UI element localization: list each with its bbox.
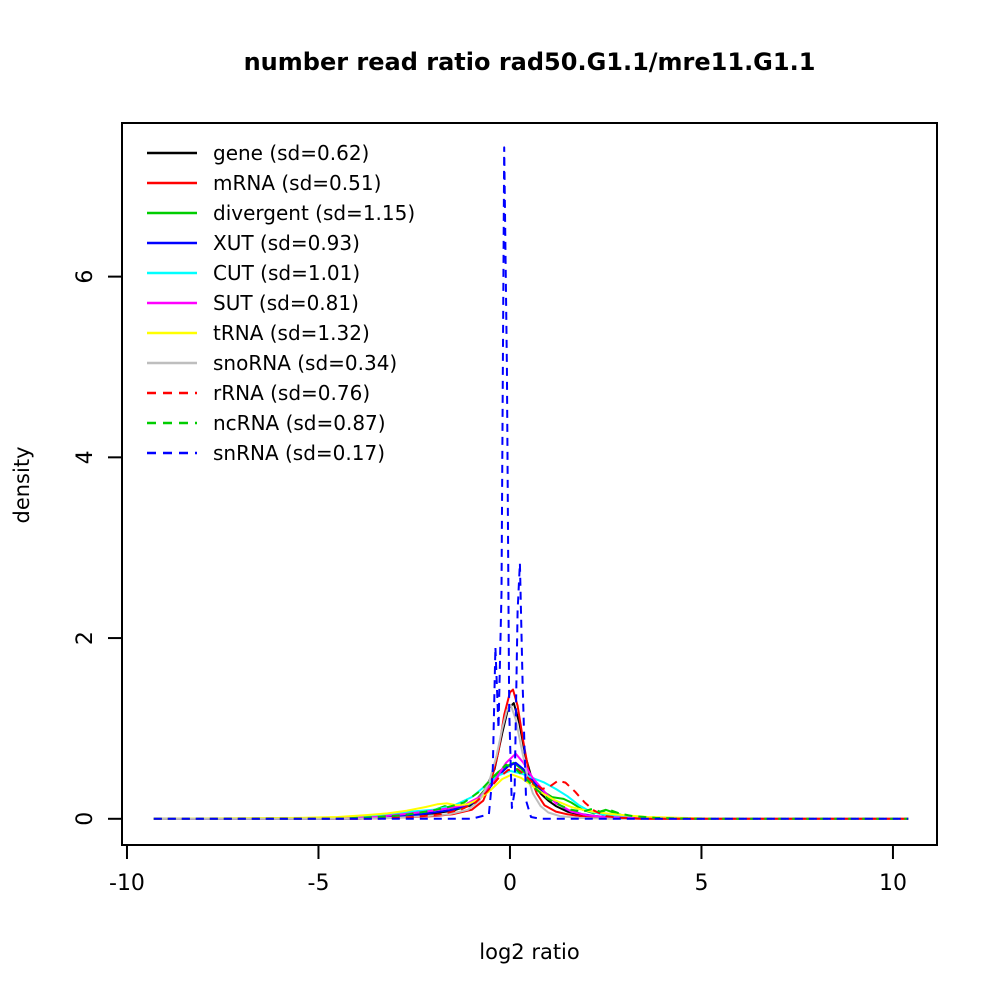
legend-label-divergent: divergent (sd=1.15): [213, 201, 416, 225]
legend-line-swatch-snRNA: [147, 451, 197, 455]
legend-line-swatch-gene: [147, 151, 197, 155]
legend-line-swatch-ncRNA: [147, 421, 197, 425]
x-tick-label: 10: [879, 871, 907, 896]
legend-label-snoRNA: snoRNA (sd=0.34): [213, 351, 398, 375]
legend-item-CUT: CUT (sd=1.01): [147, 258, 415, 288]
density-curve-ncRNA: [153, 763, 909, 820]
legend-item-divergent: divergent (sd=1.15): [147, 198, 415, 228]
density-curve-CUT: [153, 769, 909, 820]
legend-label-tRNA: tRNA (sd=1.32): [213, 321, 370, 345]
legend: gene (sd=0.62) mRNA (sd=0.51) divergent (s…: [147, 138, 415, 468]
density-curve-snRNA: [153, 146, 909, 820]
y-tick-label: 6: [73, 270, 98, 284]
legend-item-snoRNA: snoRNA (sd=0.34): [147, 348, 415, 378]
legend-item-XUT: XUT (sd=0.93): [147, 228, 415, 258]
legend-line-swatch-SUT: [147, 301, 197, 305]
y-tick-label: 0: [73, 812, 98, 826]
legend-line-swatch-mRNA: [147, 181, 197, 185]
legend-item-snRNA: snRNA (sd=0.17): [147, 438, 415, 468]
legend-item-ncRNA: ncRNA (sd=0.87): [147, 408, 415, 438]
legend-label-XUT: XUT (sd=0.93): [213, 231, 360, 255]
x-tick-label: 5: [694, 871, 708, 896]
y-tick-label: 4: [73, 450, 98, 464]
legend-item-gene: gene (sd=0.62): [147, 138, 415, 168]
legend-item-SUT: SUT (sd=0.81): [147, 288, 415, 318]
density-curve-snoRNA: [153, 703, 909, 820]
legend-line-swatch-XUT: [147, 241, 197, 245]
y-tick-label: 2: [73, 631, 98, 645]
legend-item-tRNA: tRNA (sd=1.32): [147, 318, 415, 348]
chart-title: number read ratio rad50.G1.1/mre11.G1.1: [243, 48, 816, 76]
legend-line-swatch-snoRNA: [147, 361, 197, 365]
legend-label-rRNA: rRNA (sd=0.76): [213, 381, 371, 405]
legend-line-swatch-divergent: [147, 211, 197, 215]
density-curve-SUT: [153, 752, 909, 820]
legend-label-gene: gene (sd=0.62): [213, 141, 370, 165]
legend-line-swatch-CUT: [147, 271, 197, 275]
legend-item-rRNA: rRNA (sd=0.76): [147, 378, 415, 408]
x-tick-label: -10: [109, 871, 145, 896]
legend-label-snRNA: snRNA (sd=0.17): [213, 441, 386, 465]
x-tick-label: 0: [503, 871, 517, 896]
legend-label-SUT: SUT (sd=0.81): [213, 291, 359, 315]
legend-line-swatch-rRNA: [147, 391, 197, 395]
density-curve-mRNA: [153, 688, 909, 820]
legend-label-CUT: CUT (sd=1.01): [213, 261, 361, 285]
legend-label-ncRNA: ncRNA (sd=0.87): [213, 411, 386, 435]
x-axis-label: log2 ratio: [479, 940, 580, 964]
plot-frame: [121, 122, 938, 846]
density-curve-gene: [153, 702, 909, 820]
legend-label-mRNA: mRNA (sd=0.51): [213, 171, 382, 195]
x-tick-label: -5: [308, 871, 330, 896]
legend-line-swatch-tRNA: [147, 331, 197, 335]
density-curve-rRNA: [153, 768, 909, 820]
density-curve-tRNA: [153, 773, 909, 820]
legend-item-mRNA: mRNA (sd=0.51): [147, 168, 415, 198]
